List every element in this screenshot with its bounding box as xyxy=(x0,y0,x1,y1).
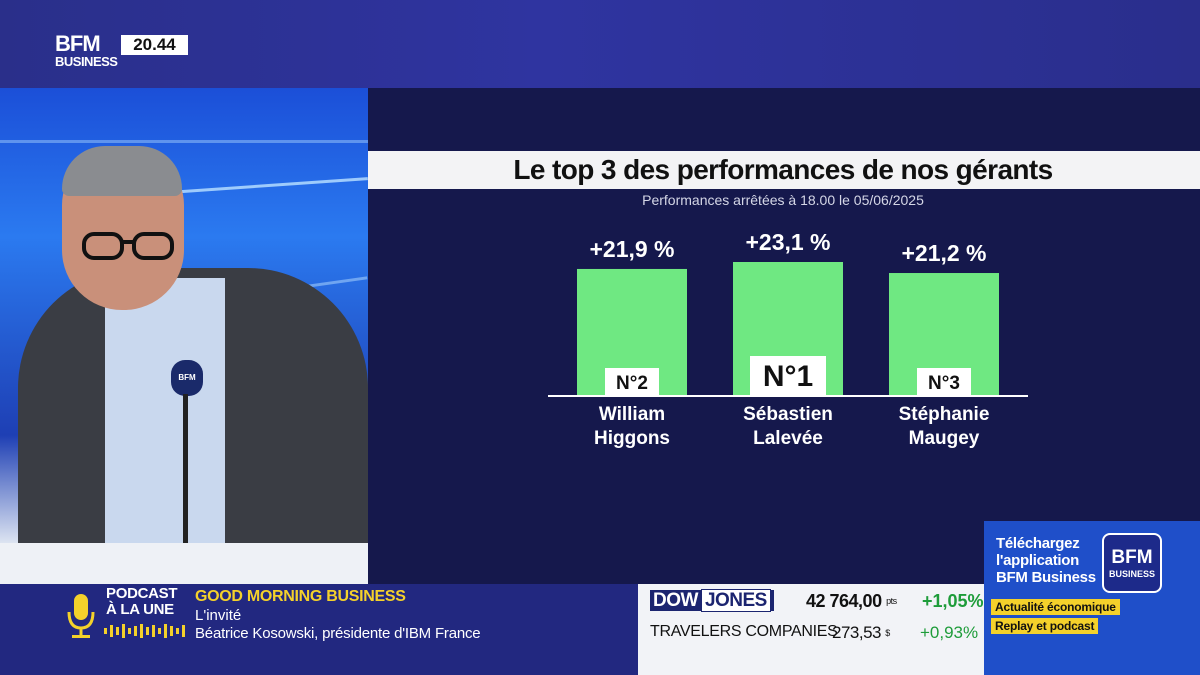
index-unit: pts xyxy=(886,596,897,606)
value-label: +23,1 % xyxy=(745,229,830,255)
rank-label: N°2 xyxy=(616,373,648,394)
stock-unit: $ xyxy=(885,628,890,638)
rank-label: N°3 xyxy=(928,373,960,394)
clock: 20.44 xyxy=(121,35,188,55)
studio-light-line xyxy=(0,140,368,143)
rank-badge xyxy=(750,356,826,396)
index-value: 42 764,00 xyxy=(806,591,882,611)
microphone-stand xyxy=(183,394,188,564)
title-bar xyxy=(368,151,1200,189)
category-label: Maugey xyxy=(909,428,980,449)
stock-change: +0,93% xyxy=(920,623,979,642)
channel-logo: BFM BUSINESS xyxy=(55,31,118,69)
promo-text: Téléchargez l'application BFM Business xyxy=(996,535,1096,586)
promo-line2: l'application xyxy=(996,552,1080,569)
value-label: +21,9 % xyxy=(589,236,674,262)
guest-hair xyxy=(62,146,182,196)
index-change: +1,05% xyxy=(922,591,984,611)
app-promo xyxy=(984,521,1200,675)
logo-text-bottom: BUSINESS xyxy=(55,54,118,69)
guest-name: Béatrice Kosowski, présidente d'IBM Fran… xyxy=(195,625,481,642)
value-label: +21,2 % xyxy=(901,240,986,266)
stock-name: TRAVELERS COMPANIES xyxy=(650,623,838,640)
guest-role-label: L'invité xyxy=(195,607,242,624)
top-band xyxy=(0,0,1200,88)
app-logo-bottom: BUSINESS xyxy=(1108,569,1155,579)
studio-camera-view: BFM xyxy=(0,88,368,584)
category-label: Lalevée xyxy=(753,428,823,449)
app-logo-top: BFM xyxy=(1111,547,1153,568)
podcast-label: PODCAST À LA UNE xyxy=(106,585,178,618)
microphone-icon xyxy=(67,594,95,638)
graphic-title: Le top 3 des performances de nos gérants xyxy=(513,154,1053,185)
promo-line3: BFM Business xyxy=(996,569,1096,586)
stock-value-group: 273,53 $ xyxy=(832,622,890,644)
logo-text-top: BFM xyxy=(55,31,101,56)
rank-label: N°1 xyxy=(763,360,813,393)
index-name-part2: JONES xyxy=(700,589,771,612)
guest-shirt xyxy=(105,278,225,578)
bar-chart: +21,9 % N°2 William Higgons +23,1 % N°1 Sébast… xyxy=(548,229,1028,449)
ranking-graphic: Le top 3 des performances de nos gérants… xyxy=(368,88,1200,584)
soundwave-icon xyxy=(104,624,185,638)
podcast-label-line2: À LA UNE xyxy=(106,601,174,618)
promo-tag-replay: Replay et podcast xyxy=(991,618,1099,634)
graphic-subtitle: Performances arrêtées à 18.00 le 05/06/2… xyxy=(642,192,924,208)
index-name-part1: DOW xyxy=(653,590,698,611)
category-label: Sébastien xyxy=(743,404,833,425)
rank-badge xyxy=(605,368,659,396)
index-value-group: 42 764,00 pts xyxy=(806,590,897,612)
studio-light-line xyxy=(170,177,368,194)
category-label: William xyxy=(599,404,665,425)
microphone-icon: BFM xyxy=(171,360,203,396)
podcast-label-line1: PODCAST xyxy=(106,585,178,602)
category-label: Higgons xyxy=(594,428,670,449)
rank-badge xyxy=(917,368,971,396)
index-badge: DOW JONES xyxy=(650,589,774,612)
app-logo: BFM BUSINESS xyxy=(1102,533,1162,593)
stock-value: 273,53 xyxy=(832,623,882,642)
promo-line1: Téléchargez xyxy=(996,535,1080,552)
studio-desk xyxy=(0,543,368,584)
category-label: Stéphanie xyxy=(899,404,990,425)
promo-tag-economy: Actualité économique xyxy=(991,599,1120,615)
glasses-icon xyxy=(82,232,174,260)
program-title: GOOD MORNING BUSINESS xyxy=(195,588,406,605)
